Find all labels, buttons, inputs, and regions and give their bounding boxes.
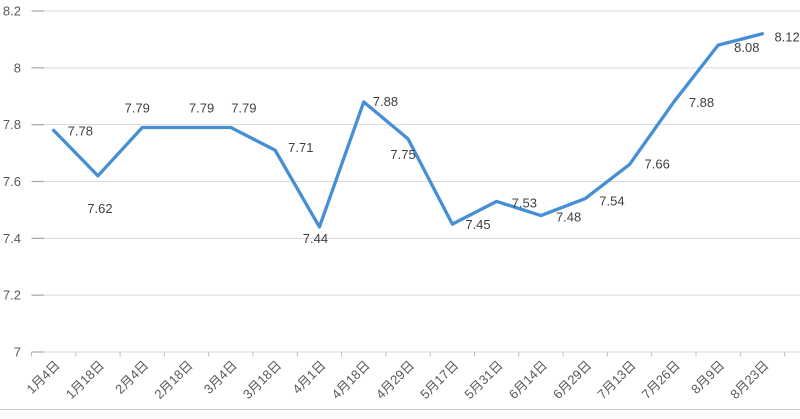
x-axis-label: 5月31日 <box>461 358 505 402</box>
y-axis-label: 7 <box>14 345 21 360</box>
data-point-label: 7.79 <box>125 101 150 116</box>
data-point-label: 7.88 <box>373 94 398 109</box>
x-axis-label: 2月18日 <box>151 358 195 402</box>
data-point-label: 7.78 <box>68 123 93 138</box>
data-point-label: 7.88 <box>689 95 714 110</box>
x-axis-label: 4月29日 <box>373 358 417 402</box>
x-axis-label: 1月18日 <box>63 358 107 402</box>
series-line <box>52 32 765 229</box>
data-point-label: 7.79 <box>231 101 256 116</box>
data-point-label: 7.62 <box>87 201 112 216</box>
x-axis-label: 1月4日 <box>24 358 63 397</box>
data-point-label: 7.44 <box>303 231 328 246</box>
x-axis-label: 6月14日 <box>506 358 550 402</box>
x-axis-label: 4月1日 <box>289 358 328 397</box>
x-axis-label: 8月9日 <box>688 358 727 397</box>
y-axis-label: 7.8 <box>3 117 21 132</box>
x-axis-label: 7月26日 <box>639 358 683 402</box>
data-point-label: 7.75 <box>390 147 415 162</box>
data-point-label: 7.79 <box>189 101 214 116</box>
x-axis-label: 3月4日 <box>201 358 240 397</box>
data-point-label: 8.08 <box>734 40 759 55</box>
y-axis-label: 8 <box>14 60 21 75</box>
data-point-label: 7.45 <box>465 217 490 232</box>
data-point-label: 7.66 <box>645 156 670 171</box>
data-point-label: 7.48 <box>556 210 581 225</box>
y-axis-label: 7.2 <box>3 288 21 303</box>
x-axis-label: 2月4日 <box>112 358 151 397</box>
data-point-label: 7.71 <box>288 140 313 155</box>
x-axis-label: 6月29日 <box>550 358 594 402</box>
data-point-label: 8.12 <box>774 30 799 45</box>
x-axis-label: 3月18日 <box>240 358 284 402</box>
bottom-divider <box>0 409 800 419</box>
y-axis-label: 7.4 <box>3 231 21 246</box>
data-point-label: 7.54 <box>599 194 624 209</box>
x-axis-label: 7月13日 <box>594 358 638 402</box>
x-axis-label: 4月18日 <box>329 358 373 402</box>
y-axis-label: 7.6 <box>3 174 21 189</box>
data-point-label: 7.53 <box>512 195 537 210</box>
y-axis-label: 8.2 <box>3 4 21 19</box>
x-axis-label: 8月23日 <box>727 358 771 402</box>
x-axis-label: 5月17日 <box>417 358 461 402</box>
